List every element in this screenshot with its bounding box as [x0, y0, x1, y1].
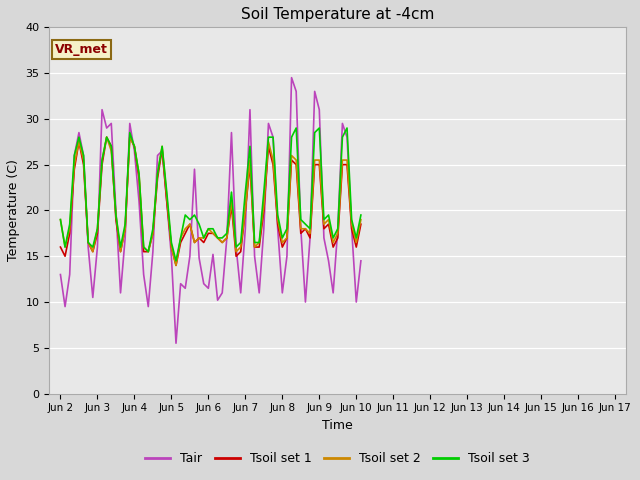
- Y-axis label: Temperature (C): Temperature (C): [7, 159, 20, 262]
- Title: Soil Temperature at -4cm: Soil Temperature at -4cm: [241, 7, 435, 22]
- X-axis label: Time: Time: [323, 419, 353, 432]
- Text: VR_met: VR_met: [55, 43, 108, 56]
- Legend: Tair, Tsoil set 1, Tsoil set 2, Tsoil set 3: Tair, Tsoil set 1, Tsoil set 2, Tsoil se…: [140, 447, 535, 470]
